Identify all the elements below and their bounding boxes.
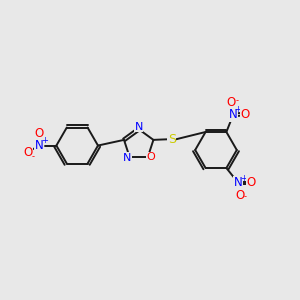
Text: N: N <box>35 139 44 152</box>
Text: O: O <box>246 176 255 189</box>
Text: S: S <box>168 133 176 146</box>
Text: N: N <box>234 176 243 189</box>
Text: +: + <box>235 105 242 114</box>
Text: O: O <box>235 189 244 202</box>
Text: -: - <box>235 97 238 106</box>
Text: O: O <box>241 108 250 121</box>
Text: +: + <box>41 136 48 145</box>
Text: +: + <box>240 174 247 183</box>
Text: O: O <box>227 96 236 109</box>
Text: N: N <box>134 122 143 132</box>
Text: N: N <box>123 153 131 163</box>
Text: -: - <box>244 192 247 201</box>
Text: O: O <box>146 152 155 162</box>
Text: O: O <box>34 127 44 140</box>
Text: O: O <box>23 146 32 159</box>
Text: N: N <box>229 108 237 121</box>
Text: -: - <box>32 152 35 161</box>
